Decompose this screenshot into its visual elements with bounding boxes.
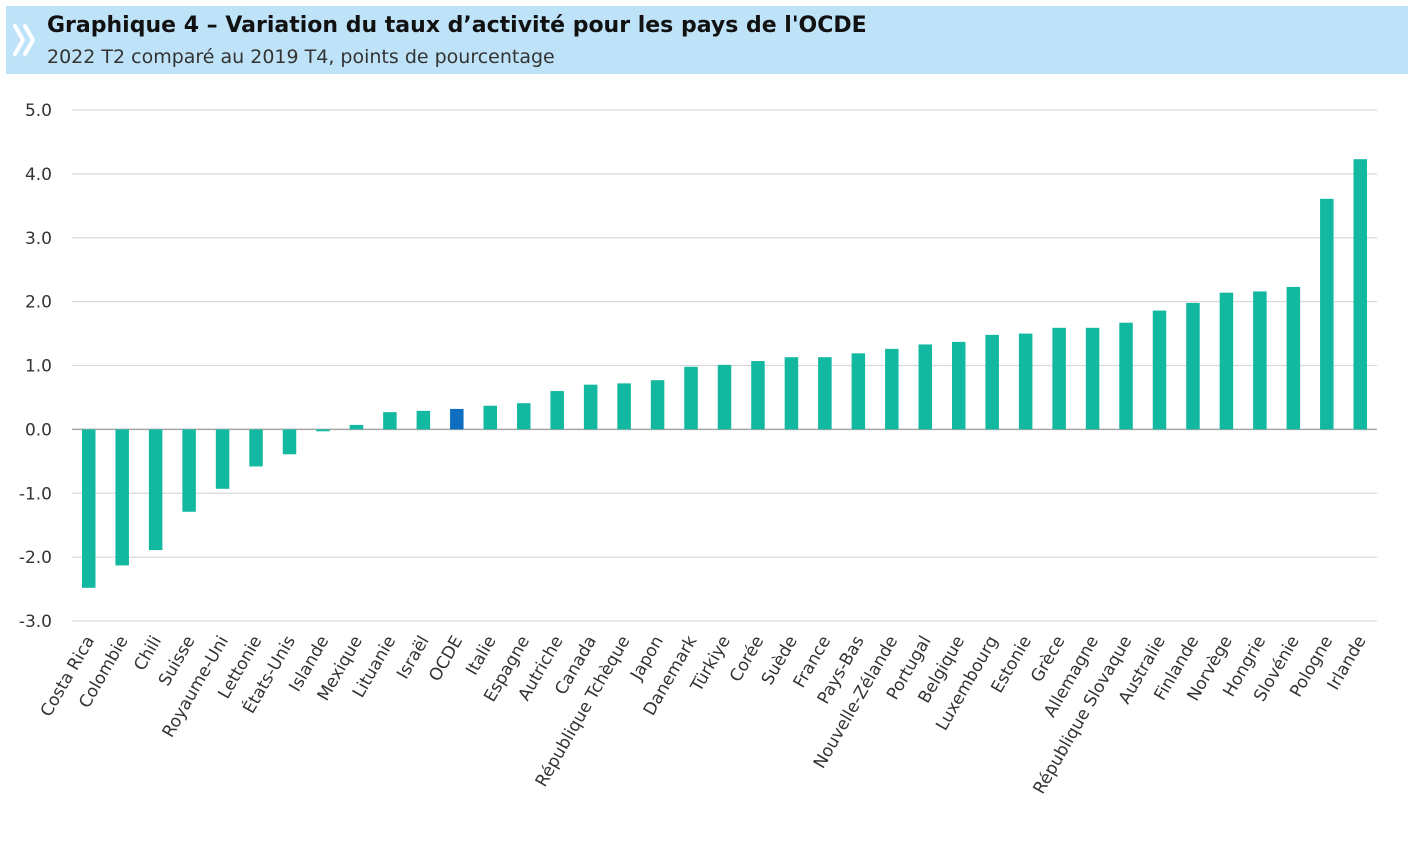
bar — [1152, 310, 1167, 430]
bar — [148, 429, 163, 551]
bar — [1119, 322, 1133, 430]
bar — [885, 348, 899, 430]
chart-subtitle: 2022 T2 comparé au 2019 T4, points de po… — [47, 46, 555, 68]
bar — [650, 380, 665, 430]
y-tick-label: -1.0 — [19, 484, 52, 504]
y-axis-tick-labels: 5.0 4.0 3.0 2.0 1.0 0.0 -1.0 -2.0 -3.0 — [19, 101, 52, 632]
bar — [416, 410, 431, 430]
y-tick-label: 5.0 — [25, 101, 52, 121]
bar — [851, 353, 866, 430]
y-tick-label: 1.0 — [25, 357, 52, 377]
y-tick-label: 4.0 — [25, 165, 52, 185]
bar — [483, 405, 498, 430]
bar — [951, 341, 966, 430]
bar — [617, 383, 631, 430]
bar — [81, 429, 96, 588]
bar — [550, 391, 564, 430]
bar — [1085, 327, 1100, 430]
y-tick-label: 2.0 — [25, 293, 52, 313]
bar — [1286, 286, 1301, 430]
bar — [1018, 333, 1033, 430]
bar — [1253, 291, 1267, 430]
bar — [1052, 327, 1066, 430]
bar — [450, 408, 464, 430]
bar — [282, 429, 297, 455]
bar — [516, 403, 531, 430]
bar — [1186, 302, 1200, 430]
bar — [182, 429, 196, 512]
bar — [583, 384, 598, 430]
bar — [215, 429, 230, 489]
bar — [249, 429, 263, 467]
bar — [985, 334, 999, 430]
bar — [383, 412, 397, 430]
y-tick-label: 3.0 — [25, 229, 52, 249]
y-tick-label: 0.0 — [25, 420, 52, 440]
y-tick-label: -2.0 — [19, 548, 52, 568]
bar — [115, 429, 129, 566]
bar — [349, 424, 364, 430]
bar — [751, 361, 765, 430]
bar — [1320, 198, 1334, 430]
x-axis-category-labels: Costa RicaColombieChiliSuisseRoyaume-Uni… — [37, 631, 1371, 797]
bar — [316, 429, 330, 432]
bar — [918, 344, 933, 430]
bar — [1219, 292, 1234, 430]
y-tick-label: -3.0 — [19, 612, 52, 632]
bar — [784, 357, 799, 430]
bar — [818, 357, 832, 430]
chart-header: Graphique 4 – Variation du taux d’activi… — [6, 6, 1408, 74]
bars — [81, 159, 1368, 588]
bar — [717, 364, 732, 430]
x-category-label: OCDE — [425, 633, 467, 686]
chart-title: Graphique 4 – Variation du taux d’activi… — [47, 13, 867, 38]
double-chevron-right-icon — [13, 24, 35, 56]
bar — [684, 366, 698, 430]
bar — [1353, 159, 1368, 430]
